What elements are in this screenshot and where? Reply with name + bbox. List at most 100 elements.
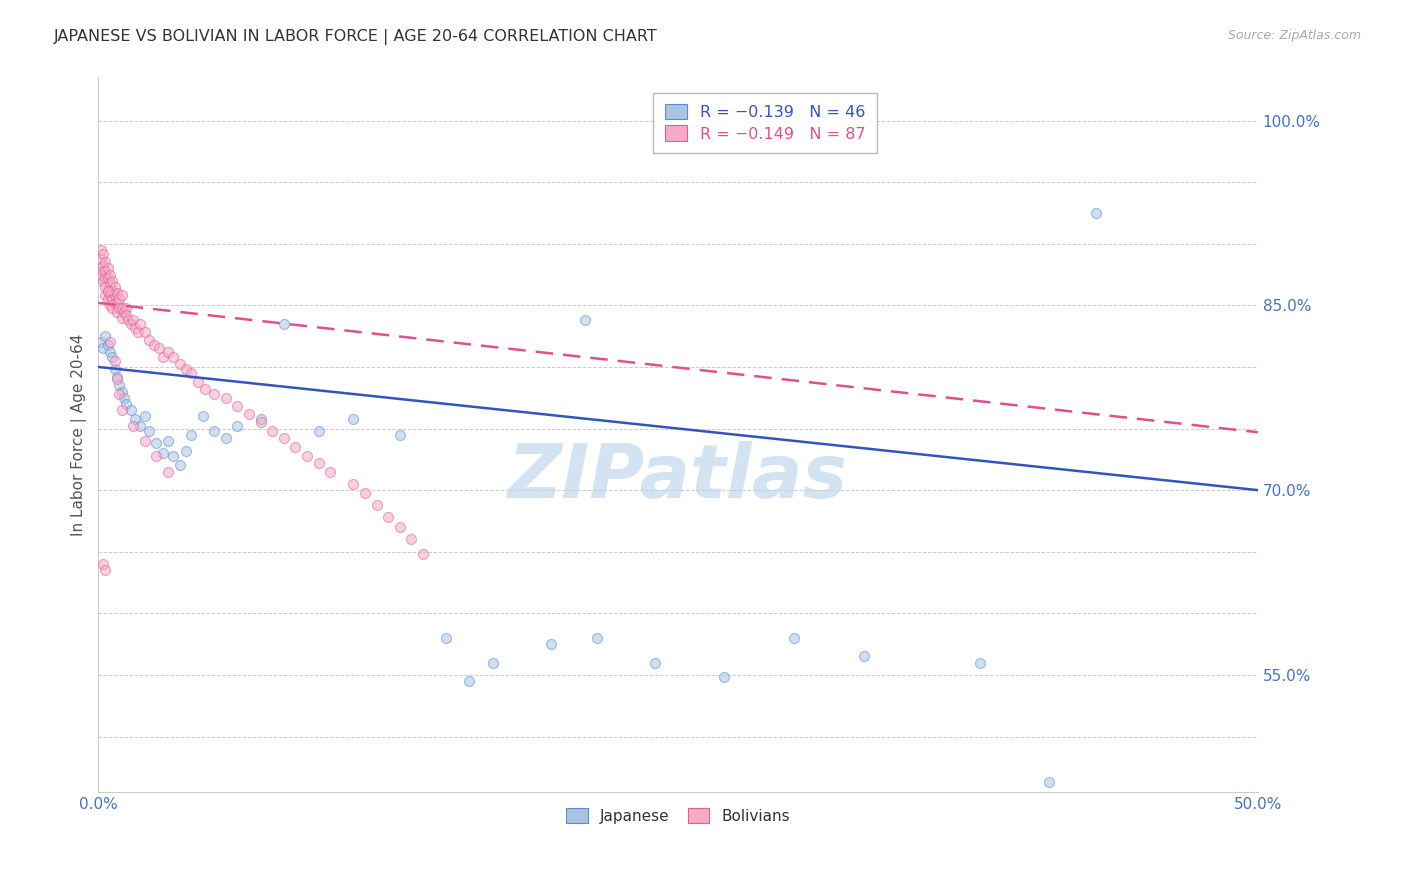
Point	[226, 419, 249, 434]
Point	[215, 391, 238, 405]
Point	[97, 292, 120, 306]
Point	[1038, 775, 1060, 789]
Point	[138, 333, 160, 347]
Y-axis label: In Labor Force | Age 20-64: In Labor Force | Age 20-64	[72, 334, 87, 536]
Point	[169, 458, 191, 473]
Point	[202, 387, 225, 401]
Point	[94, 288, 117, 302]
Point	[103, 362, 125, 376]
Point	[91, 246, 114, 260]
Point	[105, 372, 128, 386]
Point	[401, 533, 423, 547]
Point	[98, 276, 121, 290]
Point	[98, 284, 121, 298]
Point	[156, 465, 179, 479]
Point	[342, 411, 364, 425]
Point	[122, 313, 145, 327]
Point	[108, 301, 131, 315]
Point	[319, 465, 342, 479]
Point	[98, 298, 121, 312]
Point	[586, 631, 609, 645]
Point	[226, 400, 249, 414]
Point	[342, 477, 364, 491]
Point	[94, 255, 117, 269]
Point	[134, 434, 156, 448]
Point	[97, 261, 120, 276]
Point	[458, 674, 481, 689]
Point	[94, 329, 117, 343]
Point	[969, 656, 991, 670]
Point	[120, 403, 142, 417]
Point	[124, 320, 146, 334]
Point	[115, 397, 138, 411]
Point	[308, 424, 330, 438]
Point	[105, 296, 128, 310]
Point	[103, 353, 125, 368]
Point	[122, 419, 145, 434]
Point	[127, 326, 149, 340]
Point	[852, 649, 875, 664]
Point	[249, 416, 271, 430]
Point	[91, 274, 114, 288]
Point	[90, 335, 112, 350]
Point	[273, 431, 295, 445]
Point	[202, 424, 225, 438]
Point	[434, 631, 457, 645]
Point	[90, 243, 112, 257]
Point	[91, 557, 114, 571]
Point	[238, 407, 260, 421]
Point	[262, 424, 284, 438]
Point	[103, 280, 125, 294]
Point	[105, 304, 128, 318]
Point	[191, 409, 214, 424]
Point	[97, 284, 120, 298]
Point	[644, 656, 666, 670]
Point	[97, 338, 120, 352]
Point	[98, 345, 121, 359]
Point	[143, 338, 166, 352]
Point	[101, 350, 124, 364]
Point	[162, 449, 184, 463]
Point	[249, 411, 271, 425]
Point	[105, 286, 128, 301]
Point	[91, 264, 114, 278]
Point	[540, 637, 562, 651]
Point	[103, 288, 125, 302]
Point	[162, 350, 184, 364]
Point	[108, 292, 131, 306]
Point	[148, 342, 170, 356]
Text: Source: ZipAtlas.com: Source: ZipAtlas.com	[1227, 29, 1361, 42]
Point	[273, 317, 295, 331]
Point	[94, 264, 117, 278]
Point	[481, 656, 503, 670]
Point	[412, 547, 434, 561]
Point	[145, 436, 167, 450]
Point	[180, 427, 202, 442]
Point	[101, 274, 124, 288]
Point	[94, 280, 117, 294]
Point	[156, 345, 179, 359]
Point	[366, 498, 388, 512]
Point	[134, 326, 156, 340]
Point	[97, 284, 120, 298]
Point	[115, 308, 138, 322]
Point	[169, 358, 191, 372]
Point	[1084, 206, 1107, 220]
Point	[176, 362, 198, 376]
Point	[124, 411, 146, 425]
Point	[110, 301, 132, 315]
Point	[187, 375, 209, 389]
Point	[152, 350, 174, 364]
Point	[117, 313, 139, 327]
Point	[108, 378, 131, 392]
Legend: Japanese, Bolivians: Japanese, Bolivians	[555, 797, 800, 834]
Point	[134, 409, 156, 424]
Point	[112, 304, 135, 318]
Point	[98, 288, 121, 302]
Point	[308, 456, 330, 470]
Point	[377, 510, 399, 524]
Point	[90, 252, 112, 266]
Point	[90, 268, 112, 282]
Point	[115, 301, 138, 315]
Point	[388, 520, 411, 534]
